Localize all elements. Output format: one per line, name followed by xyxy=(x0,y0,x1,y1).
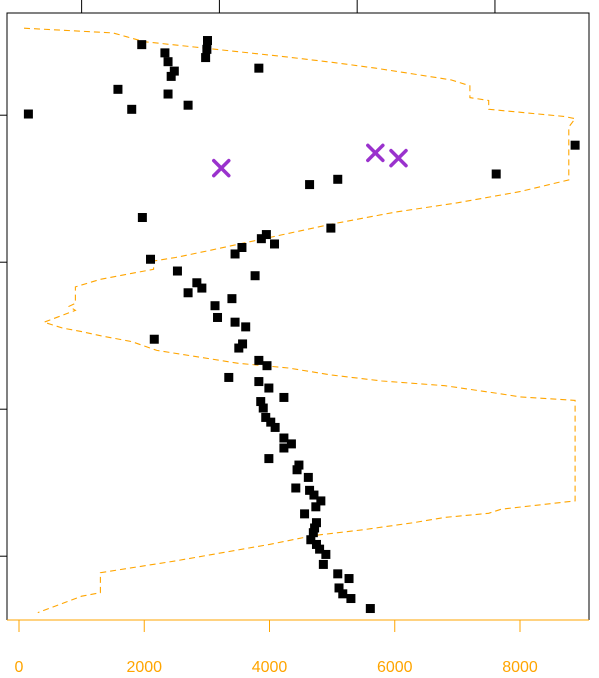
data-point xyxy=(333,174,343,184)
point-series xyxy=(23,36,580,614)
x-marker-point xyxy=(389,148,408,168)
data-point xyxy=(264,383,274,393)
data-point xyxy=(344,574,354,584)
data-point xyxy=(315,544,325,554)
data-point xyxy=(258,403,268,413)
data-point xyxy=(309,490,319,500)
data-point xyxy=(310,523,320,533)
data-point xyxy=(570,140,580,150)
data-point xyxy=(262,361,272,371)
data-point xyxy=(202,44,212,54)
data-point xyxy=(311,518,321,528)
data-point xyxy=(213,312,223,322)
data-point xyxy=(256,397,266,407)
data-point xyxy=(250,271,260,281)
data-point xyxy=(230,317,240,327)
dashed-line-series xyxy=(23,27,577,614)
data-point xyxy=(224,372,234,382)
data-point xyxy=(279,433,289,443)
x-tick-label: 4000 xyxy=(252,659,288,676)
data-point xyxy=(270,422,280,432)
data-point xyxy=(303,472,313,482)
data-point xyxy=(127,104,137,114)
data-point xyxy=(311,502,321,512)
data-point xyxy=(292,465,302,475)
data-point xyxy=(241,322,251,332)
data-point xyxy=(279,392,289,402)
data-point xyxy=(338,589,348,599)
data-point xyxy=(137,213,147,223)
data-point xyxy=(308,528,318,538)
data-point xyxy=(203,36,213,46)
x-tick-label: 6000 xyxy=(377,659,413,676)
data-point xyxy=(286,439,296,449)
data-point xyxy=(197,283,207,293)
data-point xyxy=(264,454,274,464)
data-point xyxy=(210,301,220,311)
data-point xyxy=(491,169,501,179)
data-point xyxy=(261,412,271,422)
dashed-line xyxy=(23,27,577,614)
data-point xyxy=(305,180,315,190)
plot-border xyxy=(6,12,590,620)
data-point xyxy=(266,417,276,427)
x-tick-label: 8000 xyxy=(502,659,538,676)
data-point xyxy=(333,569,343,579)
data-point xyxy=(279,443,289,453)
data-point xyxy=(326,223,336,233)
data-point xyxy=(146,254,156,264)
x-tick-label: 2000 xyxy=(126,659,162,676)
data-point xyxy=(300,509,310,519)
plot-frame xyxy=(6,12,590,621)
axes: 0 2000 4000 6000 8000 xyxy=(0,0,538,676)
data-point xyxy=(346,594,356,604)
data-point xyxy=(311,539,321,549)
data-point xyxy=(306,535,316,545)
data-point xyxy=(294,460,304,470)
data-point xyxy=(318,559,328,569)
data-point xyxy=(163,89,173,99)
x-tick-label: 0 xyxy=(15,659,24,676)
data-point xyxy=(149,334,159,344)
data-point xyxy=(261,230,271,240)
data-point xyxy=(334,583,344,593)
data-point xyxy=(254,355,264,365)
data-point xyxy=(254,63,264,73)
data-point xyxy=(270,239,280,249)
data-point xyxy=(23,109,33,119)
x-marker-point xyxy=(212,158,231,178)
data-point xyxy=(237,243,247,252)
data-point xyxy=(137,40,147,50)
data-point xyxy=(305,485,315,495)
data-point xyxy=(160,48,170,58)
data-point xyxy=(321,549,331,559)
data-point xyxy=(163,57,173,67)
data-point xyxy=(183,288,193,298)
data-point xyxy=(254,377,264,387)
data-point xyxy=(172,266,182,276)
data-point xyxy=(291,483,301,493)
data-point xyxy=(230,249,240,259)
data-point xyxy=(166,71,176,81)
data-point xyxy=(192,278,202,288)
data-point xyxy=(201,53,211,63)
data-point xyxy=(365,604,375,614)
data-point xyxy=(316,496,326,506)
data-point xyxy=(234,343,244,353)
data-point xyxy=(183,100,193,110)
x-marker-point xyxy=(366,143,385,163)
data-point xyxy=(169,66,179,76)
data-point xyxy=(113,84,123,94)
data-point xyxy=(227,294,237,304)
data-point xyxy=(256,234,266,244)
